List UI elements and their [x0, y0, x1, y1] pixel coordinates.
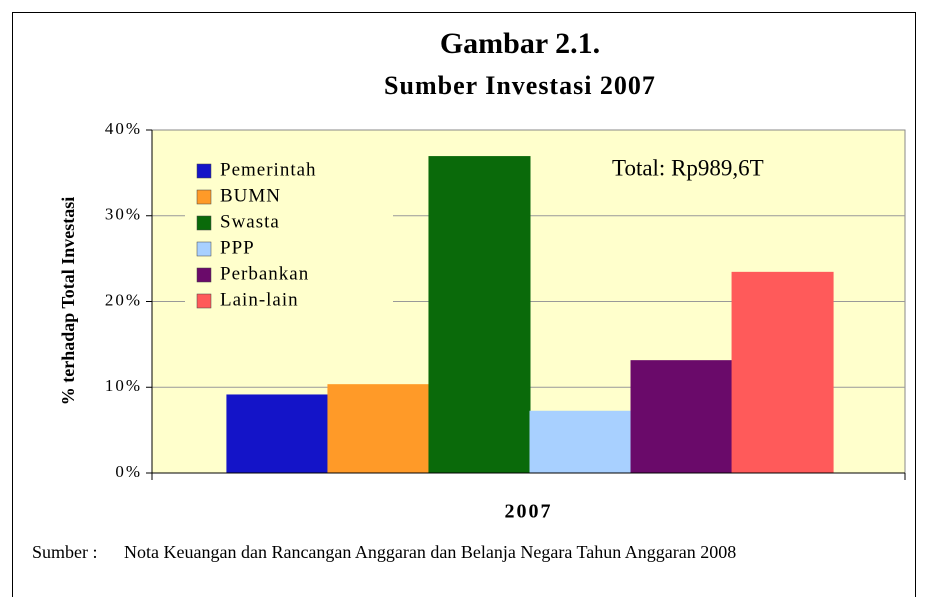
legend-box	[185, 150, 393, 320]
bar	[226, 394, 329, 474]
legend-swatch	[196, 189, 212, 205]
y-tick-label: 20%	[105, 290, 142, 309]
legend-swatch	[196, 163, 212, 179]
source-label: Sumber :	[32, 542, 98, 562]
annotation: Total: Rp989,6T	[612, 155, 764, 180]
chart-title: Gambar 2.1.	[440, 27, 600, 60]
chart-subtitle: Sumber Investasi 2007	[384, 71, 656, 100]
legend-label: PPP	[220, 237, 255, 258]
bar	[731, 271, 834, 474]
y-axis-label: % terhadap Total Investasi	[58, 197, 78, 406]
legend-label: Swasta	[220, 211, 280, 232]
bar	[327, 384, 430, 474]
y-tick-label: 10%	[105, 376, 142, 395]
bar	[630, 360, 733, 474]
legend-swatch	[196, 241, 212, 257]
y-tick-label: 40%	[105, 119, 142, 138]
legend-label: Lain-lain	[220, 289, 299, 310]
legend-swatch	[196, 215, 212, 231]
chart: Gambar 2.1. Sumber Investasi 2007 % terh…	[58, 27, 906, 523]
source-note: Sumber : Nota Keuangan dan Rancangan Angg…	[32, 540, 912, 565]
legend-swatch	[196, 267, 212, 283]
source-text: Nota Keuangan dan Rancangan Anggaran dan…	[124, 542, 737, 562]
frame	[12, 12, 916, 597]
bar	[529, 410, 632, 474]
y-tick-label: 0%	[115, 462, 142, 481]
x-tick-label: 2007	[505, 501, 553, 523]
legend-label: Perbankan	[220, 263, 309, 284]
y-tick-label: 30%	[105, 205, 142, 224]
bar	[428, 156, 531, 474]
legend-swatch	[196, 293, 212, 309]
legend-label: Pemerintah	[220, 159, 317, 180]
legend-label: BUMN	[220, 185, 281, 206]
